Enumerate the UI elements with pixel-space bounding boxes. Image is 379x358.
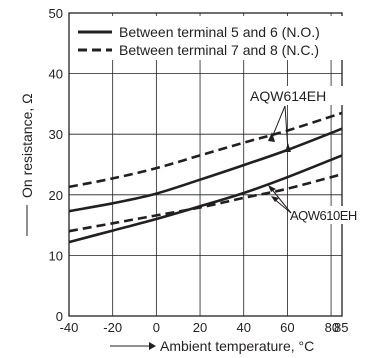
x-tick-label: 40	[236, 320, 250, 335]
x-tick-label: 0	[153, 320, 160, 335]
legend-label-no: Between terminal 5 and 6 (N.O.)	[119, 24, 320, 40]
series-line-aqw610eh-solid	[68, 154, 343, 244]
x-tick-label: 20	[193, 320, 207, 335]
y-tick-label: 30	[49, 127, 63, 142]
series-line-aqw610eh-dashed	[68, 172, 343, 233]
x-tick-label: -40	[60, 320, 79, 335]
series-line-aqw614eh-solid	[68, 127, 343, 213]
annotation-bg-610	[289, 206, 361, 224]
arrowhead-614-b	[285, 143, 291, 152]
legend: Between terminal 5 and 6 (N.O.) Between …	[70, 16, 370, 60]
y-tick-label: 40	[49, 67, 63, 82]
annotations: AQW614EH AQW610EH	[247, 86, 361, 224]
annotation-aqw614eh: AQW614EH	[250, 88, 326, 104]
series-line-aqw614eh-dashed	[68, 111, 343, 189]
x-tick-label: -20	[103, 320, 122, 335]
x-axis-title: Ambient temperature, °C	[110, 338, 314, 354]
y-tick-label: 20	[49, 188, 63, 203]
x-tick-label: 80	[325, 320, 339, 335]
arrowhead-610-b	[271, 196, 279, 202]
pointer-614-b	[284, 105, 289, 152]
y-tick-label: 0	[56, 309, 63, 324]
y-tick-label: 50	[49, 6, 63, 21]
y-tick-label: 10	[49, 248, 63, 263]
x-tick-label: 85	[334, 320, 348, 335]
annotation-bg-614	[247, 86, 349, 105]
arrowhead-610-a	[268, 185, 276, 192]
pointer-614-a	[270, 105, 286, 141]
arrowhead-614-a	[268, 132, 275, 142]
ylabel: On resistance, Ω	[19, 93, 35, 198]
plot-frame	[68, 12, 343, 317]
pointer-610-a	[269, 186, 292, 214]
x-title-arrow	[149, 342, 156, 350]
xlabel: Ambient temperature, °C	[160, 338, 314, 354]
annotation-aqw610eh: AQW610EH	[290, 208, 357, 223]
y-axis-title: On resistance, Ω	[19, 93, 35, 236]
legend-label-nc: Between terminal 7 and 8 (N.C.)	[119, 42, 319, 58]
grid	[69, 13, 342, 316]
x-tick-label: 60	[280, 320, 294, 335]
legend-box	[70, 16, 370, 60]
